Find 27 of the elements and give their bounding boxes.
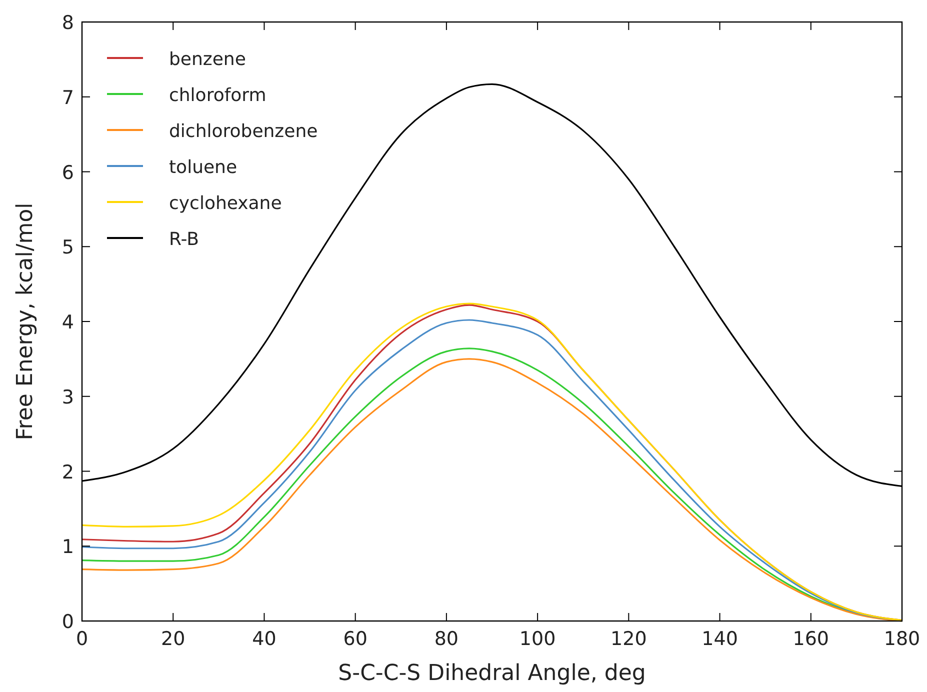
y-tick-label: 2	[62, 461, 74, 484]
legend-label: dichlorobenzene	[169, 121, 318, 142]
x-tick-label: 0	[76, 628, 88, 650]
x-tick-label: 160	[792, 628, 830, 650]
x-axis-title: S-C-C-S Dihedral Angle, deg	[338, 661, 646, 686]
y-tick-label: 4	[62, 312, 74, 334]
y-tick-label: 1	[62, 536, 74, 558]
y-tick-label: 3	[62, 386, 74, 408]
y-tick-label: 0	[62, 611, 74, 633]
legend-label: benzene	[169, 49, 246, 70]
legend-label: R-B	[169, 229, 199, 250]
x-tick-label: 60	[343, 628, 368, 650]
y-tick-label: 6	[62, 162, 74, 184]
y-tick-label: 8	[62, 12, 74, 34]
y-tick-label: 5	[62, 236, 74, 259]
x-tick-label: 100	[519, 628, 556, 650]
legend-label: toluene	[169, 157, 238, 178]
x-tick-label: 40	[252, 628, 276, 650]
x-tick-label: 80	[434, 628, 459, 650]
x-tick-label: 20	[161, 628, 186, 650]
legend-label: chloroform	[169, 85, 266, 106]
y-tick-label: 7	[62, 86, 74, 109]
y-axis-title: Free Energy, kcal/mol	[13, 202, 38, 440]
x-tick-label: 180	[884, 628, 920, 650]
x-tick-label: 140	[702, 628, 738, 650]
x-tick-label: 120	[610, 628, 647, 650]
legend-label: cyclohexane	[169, 193, 282, 214]
